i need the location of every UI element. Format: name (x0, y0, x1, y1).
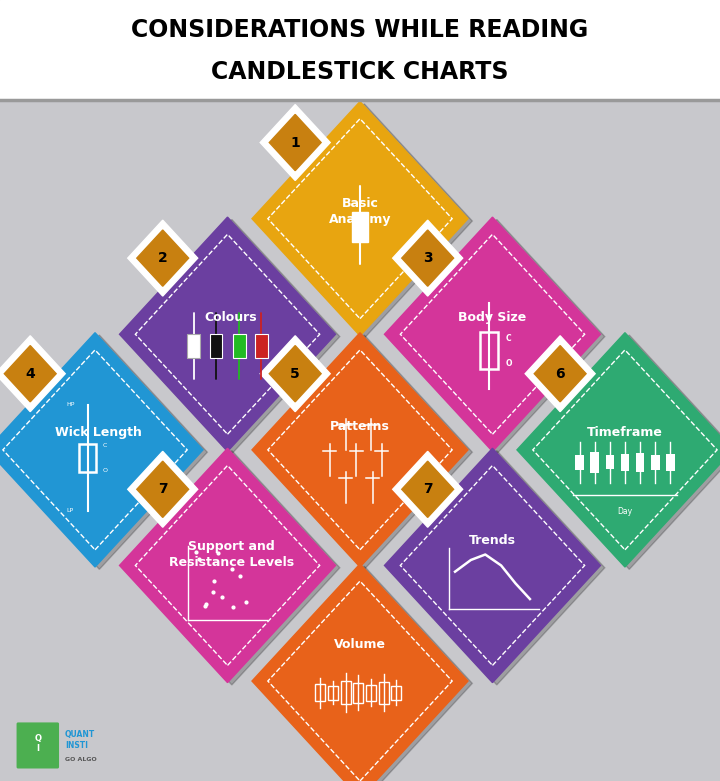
Text: 7: 7 (423, 483, 433, 496)
Bar (353, 683, 363, 703)
Text: Basic
Anatomy: Basic Anatomy (329, 197, 391, 226)
Text: 6: 6 (555, 367, 565, 380)
Bar (328, 686, 338, 700)
Text: Timeframe: Timeframe (587, 426, 663, 440)
Polygon shape (269, 114, 321, 171)
Polygon shape (124, 219, 340, 454)
Text: C: C (505, 333, 511, 343)
Bar (590, 452, 599, 473)
Polygon shape (252, 102, 468, 336)
Bar (636, 453, 644, 472)
Text: Volume: Volume (334, 638, 386, 651)
Polygon shape (124, 451, 340, 685)
Text: 5: 5 (290, 367, 300, 380)
Polygon shape (534, 345, 586, 401)
Bar (79, 444, 96, 472)
Text: Wick Length: Wick Length (55, 426, 142, 440)
Text: 2: 2 (158, 251, 168, 265)
Bar (341, 681, 351, 704)
Text: 1: 1 (290, 136, 300, 149)
Bar (606, 455, 614, 469)
Polygon shape (517, 333, 720, 567)
Text: 7: 7 (158, 483, 168, 496)
Polygon shape (0, 336, 66, 412)
Polygon shape (252, 333, 468, 567)
Bar (666, 455, 675, 470)
Polygon shape (256, 335, 472, 569)
Text: Support and
Resistance Levels: Support and Resistance Levels (168, 540, 294, 569)
Text: Trends: Trends (469, 534, 516, 547)
Text: Day: Day (617, 507, 633, 516)
Polygon shape (256, 104, 472, 338)
Polygon shape (389, 219, 605, 454)
Text: Q
I: Q I (35, 734, 42, 753)
Text: CONSIDERATIONS WHILE READING: CONSIDERATIONS WHILE READING (131, 18, 589, 42)
Polygon shape (402, 461, 454, 517)
Text: Colours: Colours (204, 311, 258, 324)
Text: 3: 3 (423, 251, 433, 265)
Polygon shape (127, 451, 198, 527)
Polygon shape (269, 345, 321, 401)
Polygon shape (0, 333, 203, 567)
Polygon shape (392, 220, 463, 296)
Polygon shape (260, 105, 330, 180)
Text: C: C (102, 443, 107, 448)
Text: HP: HP (66, 402, 75, 407)
Bar (233, 334, 246, 358)
Text: INSTI: INSTI (65, 740, 88, 750)
Text: Patterns: Patterns (330, 420, 390, 433)
Text: O: O (102, 468, 107, 473)
Bar (187, 334, 200, 358)
Bar (480, 332, 498, 369)
Bar (255, 334, 268, 358)
Text: LP: LP (66, 508, 73, 513)
Polygon shape (120, 217, 336, 451)
Polygon shape (137, 230, 189, 287)
Polygon shape (260, 336, 330, 412)
Polygon shape (521, 335, 720, 569)
Text: GO ALGO: GO ALGO (65, 757, 96, 761)
Polygon shape (384, 448, 600, 683)
Bar (391, 686, 401, 700)
Bar (621, 454, 629, 471)
Polygon shape (384, 217, 600, 451)
Polygon shape (392, 451, 463, 527)
FancyBboxPatch shape (17, 722, 59, 769)
Polygon shape (127, 220, 198, 296)
Polygon shape (389, 451, 605, 685)
Polygon shape (137, 461, 189, 517)
Polygon shape (0, 335, 207, 569)
Polygon shape (402, 230, 454, 287)
Bar (379, 682, 389, 704)
Text: CANDLESTICK CHARTS: CANDLESTICK CHARTS (211, 60, 509, 84)
Text: 4: 4 (25, 367, 35, 380)
Bar (366, 685, 376, 701)
Bar (352, 212, 368, 242)
Bar (651, 455, 660, 470)
Text: O: O (505, 358, 512, 368)
Bar (0, 0, 720, 100)
Text: QUANT: QUANT (65, 729, 95, 739)
Polygon shape (252, 564, 468, 781)
Polygon shape (120, 448, 336, 683)
Polygon shape (525, 336, 595, 412)
Polygon shape (4, 345, 56, 401)
Bar (575, 455, 584, 470)
Bar (315, 684, 325, 701)
Bar (210, 334, 222, 358)
Text: Body Size: Body Size (459, 311, 526, 324)
Polygon shape (256, 566, 472, 781)
